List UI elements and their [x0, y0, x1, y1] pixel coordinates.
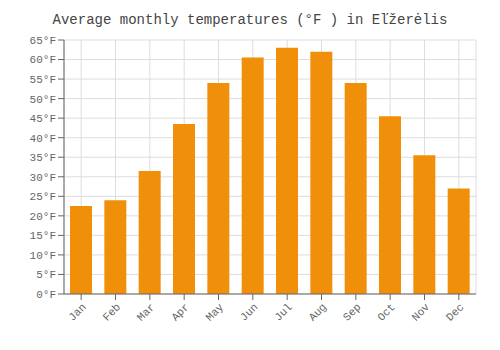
svg-text:Mar: Mar: [135, 301, 157, 323]
svg-text:Jun: Jun: [238, 301, 260, 323]
svg-text:60°F: 60°F: [30, 54, 56, 66]
svg-text:Jul: Jul: [272, 301, 294, 323]
svg-text:30°F: 30°F: [30, 172, 56, 184]
svg-text:Dec: Dec: [444, 301, 466, 323]
svg-text:5°F: 5°F: [36, 269, 56, 281]
svg-text:55°F: 55°F: [30, 74, 56, 86]
svg-text:Aug: Aug: [307, 301, 329, 323]
html-text:Average monthly temperatures (: Average monthly temperatures (°F ) in Eľ…: [52, 12, 448, 28]
svg-text:50°F: 50°F: [30, 94, 56, 106]
svg-text:25°F: 25°F: [30, 191, 56, 203]
svg-text:Nov: Nov: [410, 301, 433, 324]
svg-text:45°F: 45°F: [30, 113, 56, 125]
svg-text:Jan: Jan: [66, 301, 88, 323]
svg-text:Apr: Apr: [169, 301, 191, 323]
svg-text:65°F: 65°F: [30, 35, 56, 47]
svg-text:40°F: 40°F: [30, 133, 56, 145]
svg-text:10°F: 10°F: [30, 250, 56, 262]
svg-text:Sep: Sep: [341, 301, 363, 323]
svg-text:Feb: Feb: [101, 301, 123, 323]
svg-text:0°F: 0°F: [36, 289, 56, 301]
svg-text:May: May: [204, 301, 227, 324]
svg-text:15°F: 15°F: [30, 230, 56, 242]
svg-text:20°F: 20°F: [30, 211, 56, 223]
svg-text:Oct: Oct: [375, 301, 397, 323]
svg-text:35°F: 35°F: [30, 152, 56, 164]
